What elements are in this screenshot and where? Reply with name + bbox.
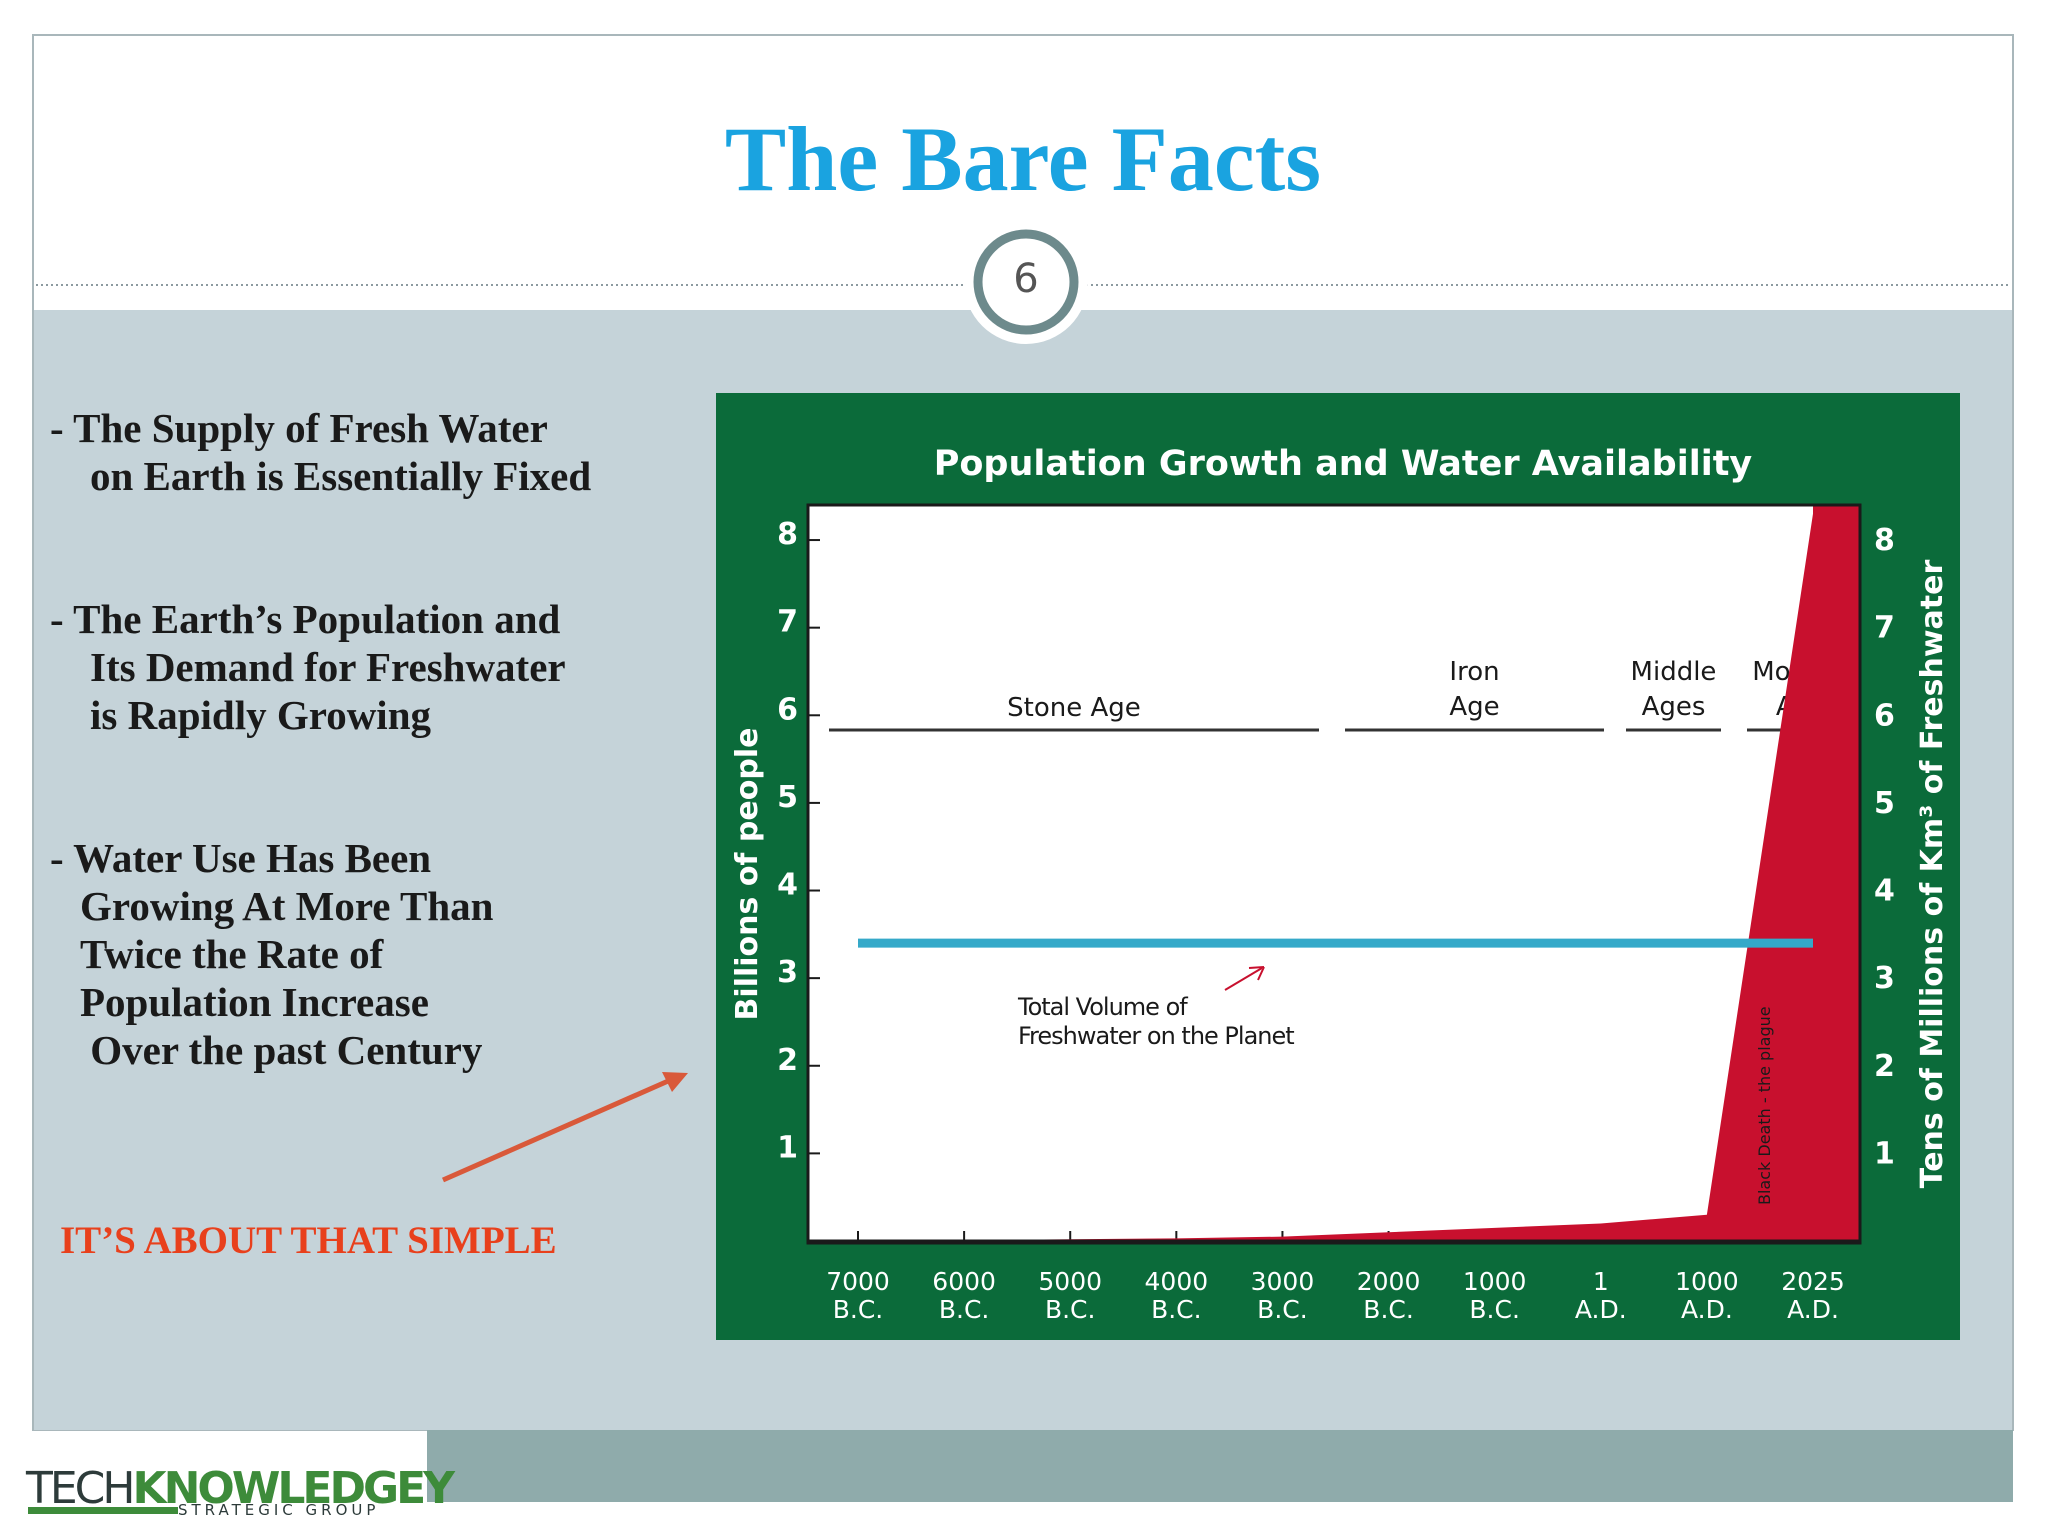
- y-tick-label: 5: [777, 780, 798, 815]
- y2-tick-label: 3: [1874, 961, 1895, 996]
- plot-border: [806, 503, 1862, 1243]
- logo-box: [26, 1443, 427, 1518]
- slide-title: The Bare Facts: [725, 108, 1321, 210]
- page-badge: [973, 229, 1079, 335]
- era-label: Stone Age: [1007, 693, 1141, 723]
- x-tick-label: 1000 A.D.: [1675, 1267, 1739, 1324]
- y-tick-label: 7: [777, 605, 798, 640]
- x-tick-label: 2025 A.D.: [1781, 1267, 1845, 1324]
- annotation-arrow: [1224, 967, 1263, 991]
- y-tick-label: 4: [777, 868, 798, 903]
- bullet: - The Earth’s Population and Its Demand f…: [50, 596, 566, 738]
- chart-title: Population Growth and Water Availability: [934, 444, 1753, 484]
- x-tick-label: 2000 B.C.: [1357, 1267, 1421, 1324]
- y2-tick-label: 2: [1874, 1049, 1895, 1084]
- y2-tick-label: 1: [1874, 1136, 1895, 1171]
- y-tick-label: 1: [777, 1130, 798, 1165]
- logo: TECHKNOWLEDGEY: [25, 1463, 456, 1514]
- bullet: - The Supply of Fresh Water on Earth is E…: [50, 405, 591, 499]
- era-label: Iron Age: [1449, 657, 1499, 722]
- x-tick-label: 1000 B.C.: [1463, 1267, 1527, 1324]
- arrow: [441, 1075, 677, 1183]
- y2-tick-label: 7: [1874, 611, 1895, 646]
- y-tick-label: 6: [777, 692, 798, 727]
- annotation: Total Volume of Freshwater on the Planet: [1017, 993, 1294, 1050]
- x-tick-label: 5000 B.C.: [1038, 1267, 1102, 1324]
- plot-area: [806, 503, 1862, 1245]
- population-area: [808, 505, 1860, 1241]
- x-tick-label: 6000 B.C.: [932, 1267, 996, 1324]
- logo-tagline: STRATEGIC GROUP: [178, 1501, 379, 1519]
- page-number: 6: [1013, 256, 1038, 302]
- logo-stripe: [28, 1507, 178, 1514]
- y2-tick-label: 6: [1874, 698, 1895, 733]
- y2-axis-label: Tens of Millions of Km³ of Freshwater: [1915, 560, 1950, 1189]
- annotation: Black Death - the plague: [1755, 1006, 1774, 1205]
- bullet: - Water Use Has Been Growing At More Than…: [50, 835, 494, 1073]
- era-label: Middle Ages: [1631, 657, 1717, 722]
- y2-tick-label: 8: [1874, 523, 1895, 558]
- x-tick-label: 3000 B.C.: [1251, 1267, 1315, 1324]
- arrow-head: [662, 1072, 688, 1092]
- y-tick-label: 8: [777, 517, 798, 552]
- y-tick-label: 3: [777, 955, 798, 990]
- footer-bar: [427, 1430, 2013, 1502]
- y-tick-label: 2: [777, 1043, 798, 1078]
- y-axis-label: Billions of people: [730, 728, 765, 1021]
- logo-tech: TECH: [25, 1463, 133, 1514]
- x-tick-label: 1 A.D.: [1575, 1267, 1627, 1324]
- callout: IT’S ABOUT THAT SIMPLE: [60, 1219, 557, 1262]
- annotation-arrow-head: [1248, 966, 1265, 981]
- y2-tick-label: 5: [1874, 786, 1895, 821]
- y2-tick-label: 4: [1874, 874, 1895, 909]
- x-tick-label: 4000 B.C.: [1145, 1267, 1209, 1324]
- logo-knowledgey: KNOWLEDGEY: [133, 1463, 457, 1514]
- x-tick-label: 7000 B.C.: [826, 1267, 890, 1324]
